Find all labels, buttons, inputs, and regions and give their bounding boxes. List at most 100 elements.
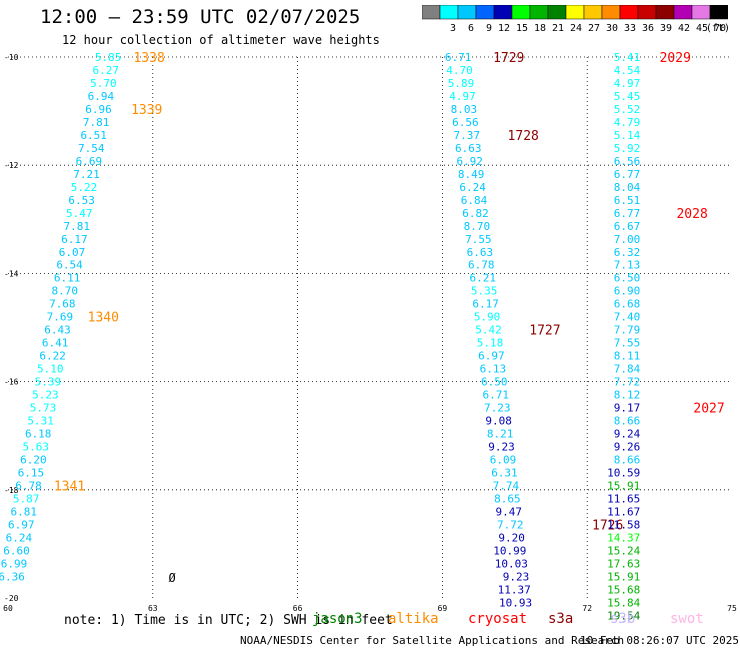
pass-time-label: 2028 bbox=[676, 207, 707, 222]
satellite-altika: altika bbox=[388, 611, 439, 627]
swh-value: 6.56 bbox=[452, 116, 479, 129]
swh-value: 7.21 bbox=[73, 168, 100, 181]
swh-value: 9.47 bbox=[496, 505, 523, 518]
swh-value: 5.52 bbox=[614, 103, 641, 116]
lon-label: 72 bbox=[582, 604, 592, 613]
swh-value: 7.79 bbox=[614, 324, 641, 337]
swh-value: 6.63 bbox=[467, 246, 494, 259]
swh-value: 8.11 bbox=[614, 350, 641, 363]
swh-value: 4.70 bbox=[446, 64, 473, 77]
swh-value: 6.20 bbox=[20, 454, 47, 467]
swh-value: 8.70 bbox=[464, 220, 491, 233]
swh-value: 6.63 bbox=[455, 142, 482, 155]
satellite-s3a: s3a bbox=[548, 611, 574, 627]
swh-value: 6.90 bbox=[614, 285, 641, 298]
swh-value: 7.68 bbox=[49, 298, 76, 311]
swh-value: 6.71 bbox=[483, 389, 510, 402]
swh-value: 6.31 bbox=[491, 466, 518, 479]
swh-value: 11.37 bbox=[498, 583, 531, 596]
swatch-label: 33 bbox=[624, 23, 636, 34]
swh-value: 6.21 bbox=[469, 272, 496, 285]
swh-value: 9.08 bbox=[485, 415, 512, 428]
swh-value: 9.20 bbox=[498, 531, 525, 544]
satellite-legend: jason3 altika cryosat s3a s3b swot bbox=[0, 611, 740, 631]
swh-value: 6.68 bbox=[614, 298, 641, 311]
swh-value: 5.90 bbox=[474, 311, 501, 324]
swh-value: 6.77 bbox=[614, 168, 641, 181]
satellite-jason3: jason3 bbox=[312, 611, 363, 627]
swh-value: 6.99 bbox=[1, 557, 28, 570]
swatch-label: 18 bbox=[534, 23, 546, 34]
swh-value: 6.36 bbox=[0, 570, 25, 583]
swh-value: 8.70 bbox=[51, 285, 78, 298]
swh-value: 7.13 bbox=[614, 259, 641, 272]
swh-value: 6.81 bbox=[10, 505, 37, 518]
swh-value: 5.45 bbox=[614, 90, 641, 103]
swh-value: 8.21 bbox=[487, 428, 514, 441]
lat-label: -14 bbox=[4, 269, 19, 278]
map-subtitle: 12 hour collection of altimeter wave hei… bbox=[62, 33, 380, 47]
swh-value: 7.55 bbox=[465, 233, 492, 246]
swh-value: 5.41 bbox=[614, 51, 641, 64]
map-title: 12:00 – 23:59 UTC 02/07/2025 bbox=[40, 6, 361, 28]
swatch-label: 30 bbox=[606, 23, 618, 34]
swh-value: 8.66 bbox=[614, 415, 641, 428]
swh-value: 4.79 bbox=[614, 116, 641, 129]
swh-value: 6.97 bbox=[8, 518, 35, 531]
island-label: Ø bbox=[168, 571, 176, 585]
scale-unit: (ft) bbox=[706, 23, 728, 34]
swh-value: 7.40 bbox=[614, 311, 641, 324]
swh-value: 7.37 bbox=[454, 129, 481, 142]
pass-time-label: 1341 bbox=[54, 479, 85, 494]
swh-value: 14.37 bbox=[607, 531, 640, 544]
generated-timestamp: 10 Feb 08:26:07 UTC 2025 bbox=[580, 634, 739, 647]
swh-value: 4.54 bbox=[614, 64, 641, 77]
swh-value: 6.11 bbox=[54, 272, 81, 285]
swh-value: 6.51 bbox=[614, 194, 641, 207]
swh-value: 15.24 bbox=[607, 544, 640, 557]
swatch-label: 6 bbox=[468, 23, 474, 34]
swh-value: 6.32 bbox=[614, 246, 641, 259]
satellite-cryosat: cryosat bbox=[468, 611, 528, 627]
swatch-label: 36 bbox=[642, 23, 654, 34]
swh-value: 11.65 bbox=[607, 492, 640, 505]
credit-text: NOAA/NESDIS Center for Satellite Applica… bbox=[240, 634, 625, 647]
swh-value: 6.15 bbox=[18, 466, 45, 479]
swh-value: 6.84 bbox=[461, 194, 488, 207]
swh-value: 6.27 bbox=[93, 64, 120, 77]
swh-value: 7.23 bbox=[484, 402, 511, 415]
lat-label: -12 bbox=[4, 161, 19, 170]
swh-value: 7.72 bbox=[497, 518, 524, 531]
swh-value: 5.35 bbox=[471, 285, 498, 298]
swh-value: 6.13 bbox=[480, 363, 507, 376]
swh-value: 5.70 bbox=[90, 77, 117, 90]
swh-value: 6.69 bbox=[76, 155, 103, 168]
swh-value: 5.10 bbox=[37, 363, 64, 376]
swh-value: 10.59 bbox=[607, 466, 640, 479]
swatch-label: 70 bbox=[714, 23, 726, 34]
swatch-label: 45 bbox=[696, 23, 708, 34]
swh-value: 7.74 bbox=[493, 479, 520, 492]
pass-time-label: 1727 bbox=[529, 324, 560, 339]
swh-value: 7.84 bbox=[614, 363, 641, 376]
swh-value: 6.09 bbox=[490, 454, 517, 467]
swatch-label: 3 bbox=[450, 23, 456, 34]
lat-label: -16 bbox=[4, 378, 19, 387]
swh-value: 6.50 bbox=[481, 376, 508, 389]
swatch-label: 9 bbox=[486, 23, 492, 34]
swh-value: 6.07 bbox=[59, 246, 86, 259]
swh-value: 6.53 bbox=[68, 194, 95, 207]
swh-value: 9.17 bbox=[614, 402, 641, 415]
swh-value: 17.63 bbox=[607, 557, 640, 570]
swh-value: 15.91 bbox=[607, 479, 640, 492]
pass-time-label: 1339 bbox=[131, 103, 162, 118]
swh-value: 10.93 bbox=[499, 596, 532, 609]
swh-value: 5.18 bbox=[477, 337, 504, 350]
swh-value: 6.92 bbox=[456, 155, 483, 168]
swh-value: 8.66 bbox=[614, 454, 641, 467]
swh-value: 7.81 bbox=[83, 116, 110, 129]
swh-value: 5.39 bbox=[35, 376, 62, 389]
footer-note: note: 1) Time is in UTC; 2) SWH is in fe… bbox=[64, 613, 393, 628]
swh-value: 7.81 bbox=[64, 220, 91, 233]
swh-value: 6.50 bbox=[614, 272, 641, 285]
